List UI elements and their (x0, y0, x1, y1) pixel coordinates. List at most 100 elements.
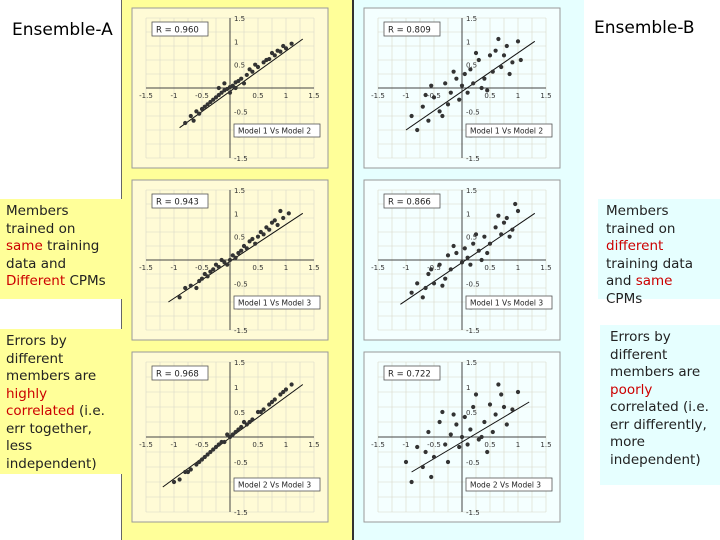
caption-text: CPMs (606, 290, 643, 307)
data-point (183, 285, 188, 291)
y-tick-label: 1.5 (234, 187, 245, 195)
data-point (289, 382, 294, 387)
data-point (227, 90, 233, 95)
legend-label: Mode 2 Vs Model 3 (470, 481, 541, 490)
data-point (431, 454, 437, 460)
data-point (501, 404, 507, 410)
data-point (283, 46, 289, 51)
data-point (448, 90, 453, 95)
data-point (197, 111, 202, 116)
data-point (244, 72, 249, 78)
x-tick-label: 0.5 (252, 264, 263, 272)
data-point (269, 220, 275, 225)
legend-frame (233, 123, 321, 138)
scatter-plot-6: -1.5-1-0.50.511.51.510.5-0.5-1-1.5R = 0.… (363, 351, 561, 523)
data-point (479, 257, 484, 263)
data-point (496, 382, 501, 387)
data-point (471, 241, 476, 246)
x-tick-label: 1 (516, 92, 520, 100)
data-point (219, 257, 224, 263)
data-point (177, 477, 182, 482)
scatter-plot-1: -1.5-1-0.50.511.51.510.5-0.5-1-1.5R = 0.… (131, 7, 329, 169)
data-point (202, 454, 207, 460)
data-point (451, 412, 456, 417)
data-point (437, 262, 442, 267)
data-point (443, 81, 448, 86)
y-tick-label: 1 (234, 384, 238, 392)
legend-frame (233, 295, 321, 310)
data-point (496, 36, 501, 42)
x-tick-label: -1.5 (139, 264, 153, 272)
y-tick-label: -1.5 (466, 155, 480, 163)
data-point (213, 262, 219, 267)
x-tick-label: 1.5 (540, 264, 551, 272)
y-tick-label: 1 (234, 210, 238, 218)
scatter-plot-3: -1.5-1-0.50.511.51.510.5-0.5-1-1.5R = 0.… (131, 179, 329, 341)
data-point (267, 402, 272, 407)
ensemble-a-caption-errors: Errors by different members are highly c… (0, 329, 122, 474)
data-point (269, 399, 275, 405)
data-point (233, 255, 238, 260)
x-tick-label: -1 (171, 264, 178, 272)
data-point (233, 429, 238, 435)
y-tick-label: 0.5 (466, 234, 477, 242)
data-point (194, 109, 199, 114)
data-point (445, 459, 451, 465)
data-point (459, 434, 465, 440)
data-point (230, 253, 235, 258)
r-value-box: R = 0.968 (151, 365, 209, 381)
data-point (230, 432, 235, 437)
data-point (476, 248, 481, 253)
data-point (281, 389, 286, 395)
data-point (445, 102, 451, 107)
data-point (482, 234, 487, 239)
data-point (454, 422, 459, 427)
data-point (239, 424, 244, 430)
data-point (219, 90, 224, 95)
data-point (197, 459, 202, 465)
r-value-box: R = 0.866 (383, 193, 441, 209)
caption-text: Errors by different members are (6, 333, 97, 384)
data-point (261, 232, 266, 237)
y-tick-label: 0.5 (234, 234, 245, 242)
legend-label: Model 1 Vs Model 3 (470, 299, 543, 308)
data-point (188, 283, 193, 288)
r-value-label: R = 0.809 (388, 26, 431, 36)
caption-highlight: same (635, 273, 673, 289)
caption-highlight: different (606, 238, 664, 254)
data-point (504, 422, 509, 427)
x-tick-label: -0.5 (195, 264, 209, 272)
data-point (440, 283, 445, 288)
caption-highlight: highly correlated (6, 385, 75, 420)
data-point (485, 88, 490, 93)
data-point (493, 412, 498, 417)
x-tick-label: -0.5 (427, 264, 441, 272)
data-point (264, 225, 269, 230)
legend-label: Model 2 Vs Model 3 (238, 481, 311, 490)
data-point (222, 260, 227, 265)
data-point (208, 99, 213, 105)
data-point (208, 449, 213, 455)
data-point (286, 211, 291, 216)
data-point (211, 267, 216, 272)
data-point (208, 269, 213, 274)
x-tick-label: 0.5 (252, 92, 263, 100)
x-tick-label: 1.5 (308, 264, 319, 272)
data-point (462, 414, 467, 420)
data-point (225, 262, 230, 267)
x-tick-label: -1.5 (139, 92, 153, 100)
x-tick-label: -1.5 (371, 92, 385, 100)
x-tick-label: -1 (403, 441, 410, 449)
data-point (239, 248, 244, 253)
data-point (465, 90, 470, 95)
data-point (227, 257, 233, 263)
data-point (487, 53, 493, 58)
data-point (423, 449, 428, 455)
x-tick-label: -1 (171, 92, 178, 100)
data-point (236, 78, 241, 84)
y-tick-label: -1.5 (466, 327, 480, 335)
data-point (227, 434, 233, 440)
data-point (426, 118, 431, 123)
data-point (451, 243, 456, 249)
